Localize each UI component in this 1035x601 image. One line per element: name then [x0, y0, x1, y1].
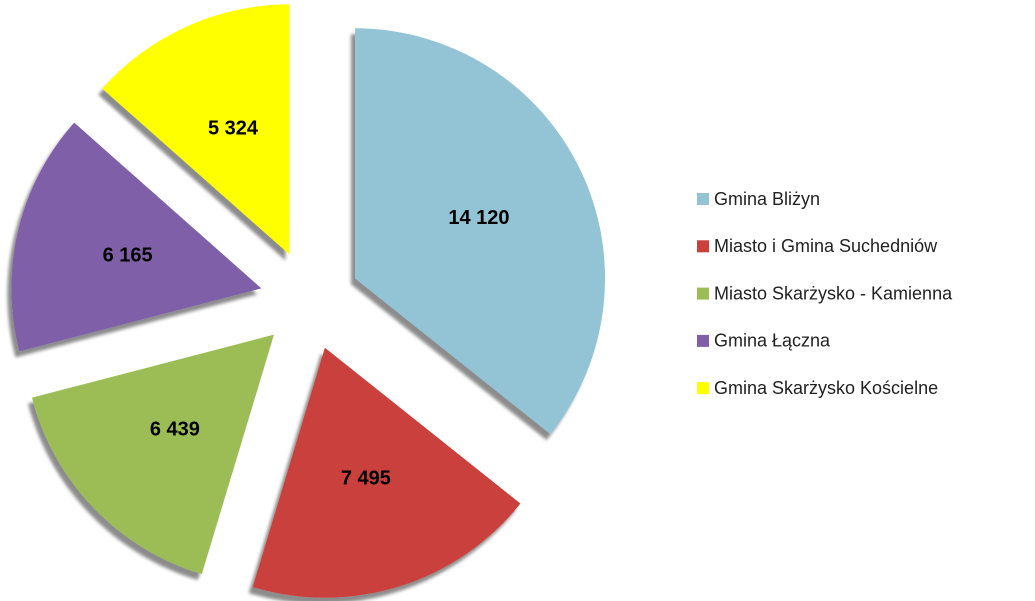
pie-slice	[102, 4, 290, 255]
legend-swatch	[697, 287, 709, 300]
pie: 14 120 7 495 6 439 6 165 5 324	[11, 4, 606, 598]
data-label: 7 495	[341, 467, 391, 489]
legend: Gmina Bliżyn Miasto i Gmina Suchedniów Mia…	[697, 189, 953, 398]
pie-slice	[252, 347, 521, 598]
legend-label: Gmina Skarżysko Kościelne	[714, 378, 938, 398]
pie-slice	[355, 28, 606, 435]
legend-label: Miasto Skarżysko - Kamienna	[714, 283, 953, 303]
data-label: 5 324	[208, 117, 259, 139]
legend-swatch	[697, 334, 709, 347]
legend-swatch	[697, 382, 709, 395]
legend-label: Miasto i Gmina Suchedniów	[714, 236, 938, 256]
legend-swatch	[697, 193, 709, 205]
pie-slice	[32, 334, 274, 575]
data-label: 14 120	[448, 207, 509, 229]
legend-swatch	[697, 240, 709, 253]
data-label: 6 165	[103, 245, 153, 267]
legend-label: Gmina Łączna	[714, 331, 831, 351]
data-label: 6 439	[150, 418, 200, 440]
legend-label: Gmina Bliżyn	[714, 189, 820, 209]
pie-slice	[11, 122, 262, 352]
